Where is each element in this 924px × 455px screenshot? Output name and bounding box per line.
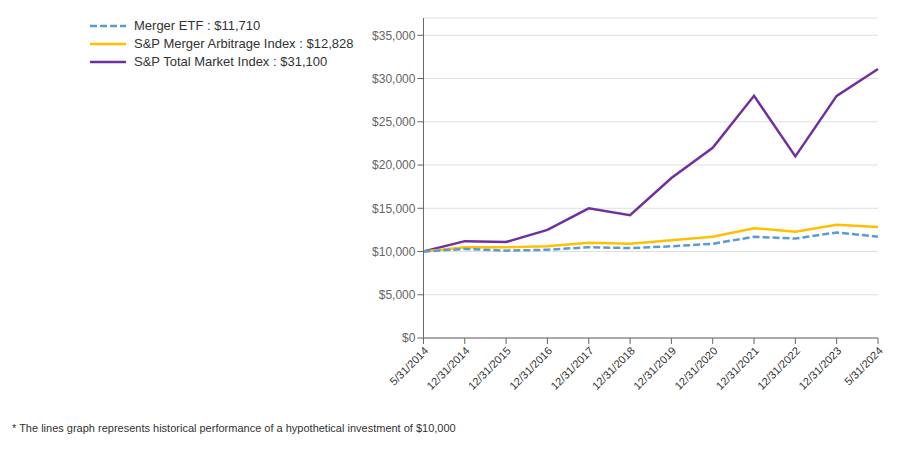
svg-text:12/31/2015: 12/31/2015 <box>466 344 513 391</box>
svg-text:$10,000: $10,000 <box>372 245 416 259</box>
svg-text:$0: $0 <box>402 331 416 345</box>
svg-text:$25,000: $25,000 <box>372 115 416 129</box>
svg-text:12/31/2016: 12/31/2016 <box>507 344 554 391</box>
svg-text:12/31/2021: 12/31/2021 <box>714 344 761 391</box>
svg-text:$30,000: $30,000 <box>372 72 416 86</box>
html-text:* The lines graph represents h: * The lines graph represents historical … <box>12 422 456 434</box>
svg-text:12/31/2022: 12/31/2022 <box>755 344 802 391</box>
svg-text:12/31/2020: 12/31/2020 <box>672 344 719 391</box>
svg-text:5/31/2024: 5/31/2024 <box>842 344 885 387</box>
svg-text:12/31/2023: 12/31/2023 <box>796 344 843 391</box>
svg-text:12/31/2014: 12/31/2014 <box>424 344 471 391</box>
svg-text:5/31/2014: 5/31/2014 <box>387 344 430 387</box>
html-text:Merger ETF : $11,710: Merger ETF : $11,710 <box>134 18 261 33</box>
html-text:S&P Merger Arbitrage Index : $: S&P Merger Arbitrage Index : $12,828 <box>134 36 354 51</box>
svg-text:12/31/2018: 12/31/2018 <box>590 344 637 391</box>
svg-text:12/31/2017: 12/31/2017 <box>548 344 595 391</box>
svg-text:$5,000: $5,000 <box>379 288 416 302</box>
svg-text:$35,000: $35,000 <box>372 29 416 43</box>
svg-text:$15,000: $15,000 <box>372 202 416 216</box>
html-text:S&P Total Market Index : $31,1: S&P Total Market Index : $31,100 <box>134 54 328 69</box>
svg-text:12/31/2019: 12/31/2019 <box>631 344 678 391</box>
svg-text:$20,000: $20,000 <box>372 158 416 172</box>
